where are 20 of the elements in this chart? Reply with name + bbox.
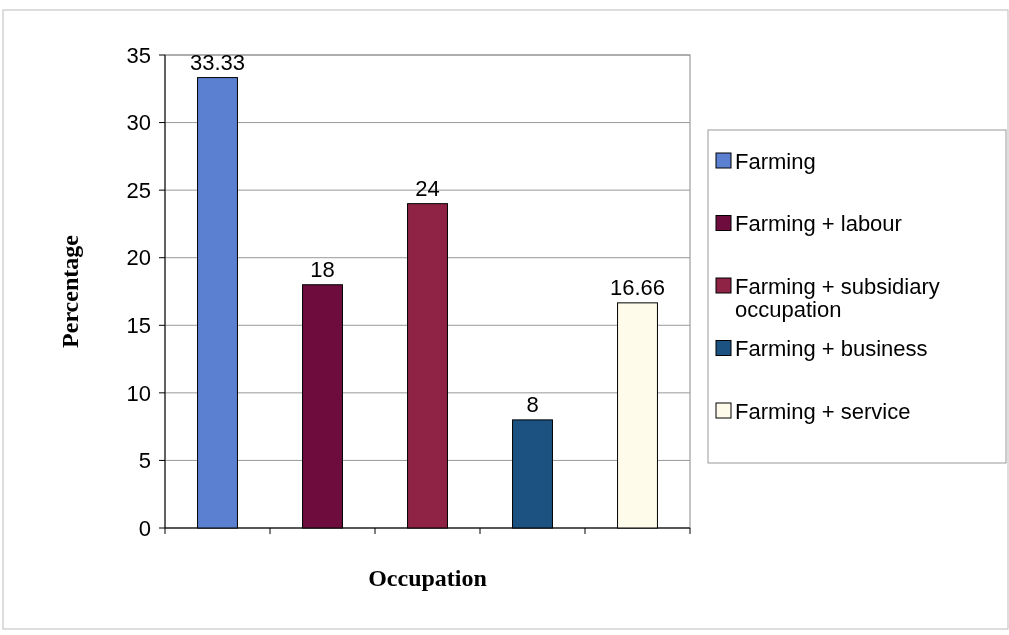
y-tick-label: 30 xyxy=(126,110,151,136)
legend-label: Farming + business xyxy=(735,336,928,362)
y-tick-label: 10 xyxy=(126,380,151,406)
data-label: 8 xyxy=(526,391,539,417)
data-label: 16.66 xyxy=(609,274,666,300)
data-label: 33.33 xyxy=(189,49,246,75)
legend-label: Farming xyxy=(735,148,816,174)
y-tick-label: 20 xyxy=(126,245,151,271)
data-label: 24 xyxy=(415,175,440,201)
y-axis-title: Percentage xyxy=(57,234,83,348)
y-tick-label: 15 xyxy=(126,312,151,338)
y-tick-label: 35 xyxy=(126,42,151,68)
y-tick-label: 25 xyxy=(126,177,151,203)
legend-label: Farming + subsidiary occupation xyxy=(735,273,940,322)
data-label: 18 xyxy=(310,256,335,282)
legend-label: Farming + labour xyxy=(735,211,902,237)
y-tick-label: 0 xyxy=(138,515,151,541)
y-tick-label: 5 xyxy=(138,448,151,474)
legend-label: Farming + service xyxy=(735,398,911,424)
x-axis-title: Occupation xyxy=(368,565,487,591)
